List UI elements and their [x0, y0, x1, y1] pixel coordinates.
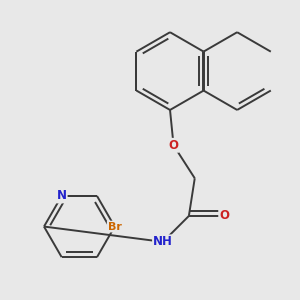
- Text: O: O: [219, 209, 229, 223]
- Text: O: O: [169, 139, 178, 152]
- Text: NH: NH: [153, 236, 173, 248]
- Text: Br: Br: [108, 222, 122, 232]
- Text: N: N: [57, 190, 67, 202]
